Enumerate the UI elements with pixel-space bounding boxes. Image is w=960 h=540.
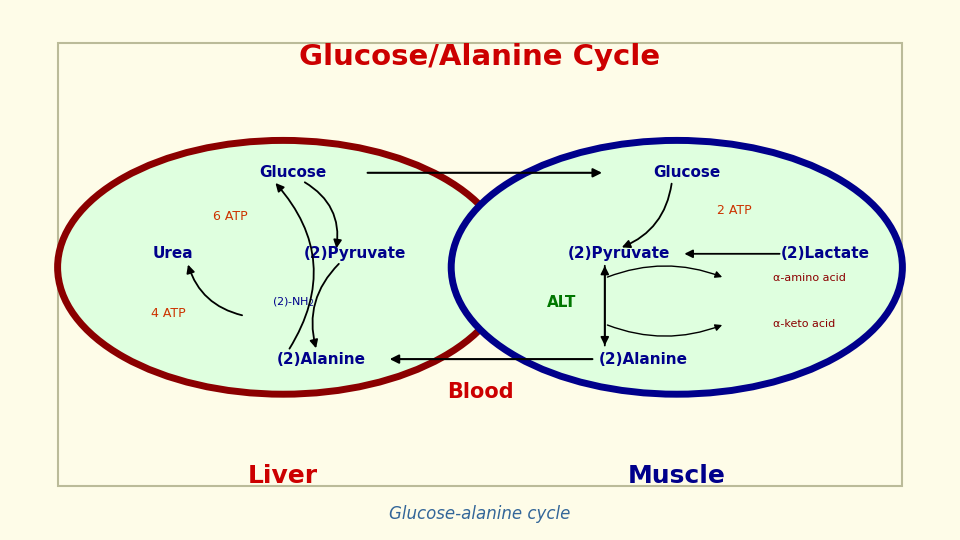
Text: (2)Alanine: (2)Alanine bbox=[599, 352, 687, 367]
Circle shape bbox=[451, 140, 902, 394]
Text: (2)Alanine: (2)Alanine bbox=[277, 352, 366, 367]
Text: Glucose/Alanine Cycle: Glucose/Alanine Cycle bbox=[300, 43, 660, 71]
Text: Glucose: Glucose bbox=[259, 165, 326, 180]
Text: (2)Lactate: (2)Lactate bbox=[781, 246, 870, 261]
Text: $(2)$-NH$_2$: $(2)$-NH$_2$ bbox=[272, 295, 314, 309]
Text: α-keto acid: α-keto acid bbox=[773, 319, 835, 329]
Text: Liver: Liver bbox=[248, 464, 319, 488]
Text: Urea: Urea bbox=[153, 246, 193, 261]
Text: α-amino acid: α-amino acid bbox=[773, 273, 846, 283]
Text: Glucose: Glucose bbox=[653, 165, 720, 180]
Circle shape bbox=[58, 140, 509, 394]
Text: Blood: Blood bbox=[446, 381, 514, 402]
Text: 4 ATP: 4 ATP bbox=[151, 307, 185, 320]
Text: ALT: ALT bbox=[547, 295, 576, 310]
FancyBboxPatch shape bbox=[58, 43, 902, 486]
Text: 2 ATP: 2 ATP bbox=[717, 204, 752, 217]
Text: Muscle: Muscle bbox=[628, 464, 726, 488]
Text: (2)Pyruvate: (2)Pyruvate bbox=[568, 246, 670, 261]
Text: (2)Pyruvate: (2)Pyruvate bbox=[304, 246, 406, 261]
Text: Glucose-alanine cycle: Glucose-alanine cycle bbox=[390, 505, 570, 523]
Text: 6 ATP: 6 ATP bbox=[213, 210, 248, 222]
